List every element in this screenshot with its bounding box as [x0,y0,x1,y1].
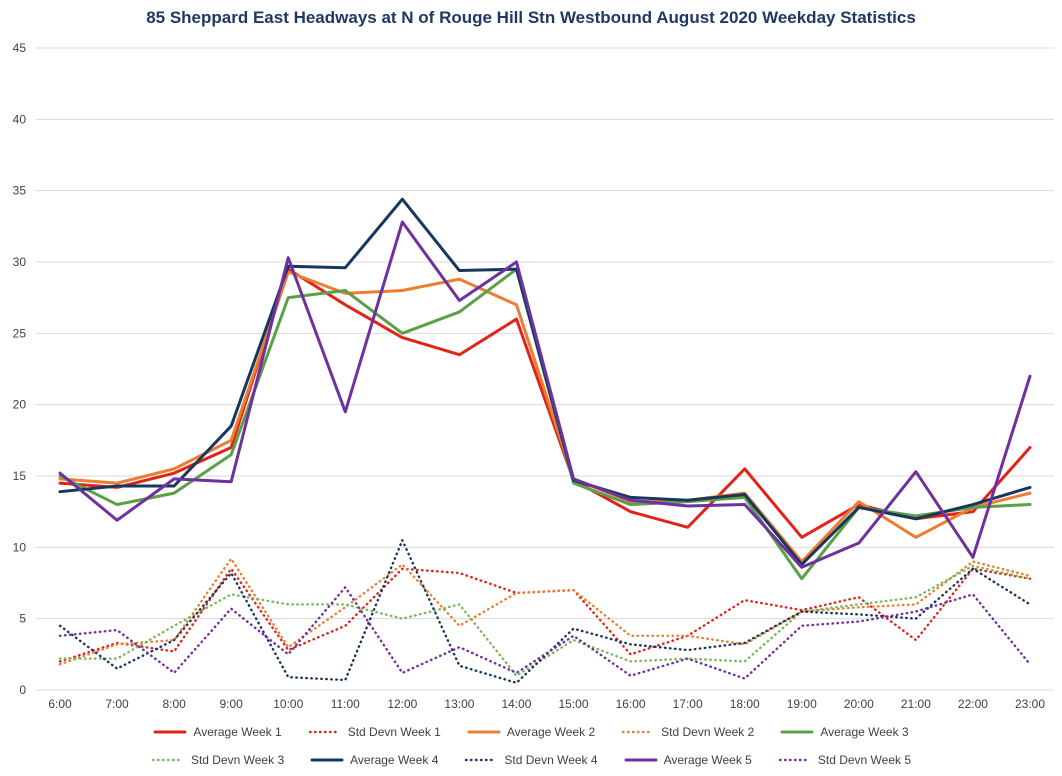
series-line-std-devn-week-4 [58,539,1032,685]
legend-label: Std Devn Week 2 [661,725,755,739]
legend-marker-icon [467,730,501,734]
x-axis-tick-label: 23:00 [1015,697,1045,711]
legend-item-average-week-1: Average Week 1 [153,725,282,739]
x-axis-tick-label: 16:00 [616,697,646,711]
y-axis-tick-label: 5 [19,612,26,626]
legend-marker-icon [153,730,187,734]
series-line-std-devn-week-1 [58,567,1032,663]
legend-item-average-week-2: Average Week 2 [467,725,595,739]
x-axis-tick-label: 9:00 [219,697,243,711]
series-line-std-devn-week-2 [58,557,1032,666]
series-line-average-week-2 [58,270,1032,564]
legend-marker-icon [780,730,814,734]
legend-label: Std Devn Week 4 [504,753,598,767]
legend-item-average-week-4: Average Week 4 [310,753,438,767]
y-axis-tick-label: 0 [19,683,26,697]
chart-title: 85 Sheppard East Headways at N of Rouge … [146,8,916,27]
x-axis-tick-label: 6:00 [48,697,72,711]
legend-item-std-devn-week-1: Std Devn Week 1 [308,725,441,739]
y-axis-tick-label: 20 [13,398,27,412]
y-axis-tick-label: 35 [13,184,27,198]
legend-label: Average Week 3 [820,725,909,739]
legend-marker-icon [621,730,655,734]
x-axis-tick-label: 11:00 [331,697,360,711]
x-axis-tick-label: 12:00 [387,697,417,711]
legend-marker-icon [310,758,344,762]
legend-marker-icon [465,758,498,762]
y-axis-tick-label: 25 [13,326,27,340]
x-axis-tick-label: 21:00 [901,697,931,711]
x-axis-tick-label: 8:00 [162,697,186,711]
x-axis-tick-label: 22:00 [958,697,988,711]
series-line-std-devn-week-5 [58,586,1032,680]
x-axis-tick-label: 13:00 [444,697,474,711]
legend-item-average-week-3: Average Week 3 [780,725,909,739]
x-axis-tick-label: 18:00 [730,697,760,711]
legend-item-average-week-5: Average Week 5 [624,753,752,767]
legend-item-std-devn-week-2: Std Devn Week 2 [621,725,754,739]
legend-marker-icon [778,758,812,762]
line-chart-plot-area: 0 5 10 15 20 25 30 35 40 45 6:00 7:00 8:00 9:00 10:00 1… [13,41,1054,711]
y-axis-tick-label: 15 [13,469,27,483]
legend-marker-icon [151,758,185,762]
x-axis-tick-label: 19:00 [787,697,817,711]
y-axis-tick-label: 40 [13,112,27,126]
x-axis-tick-label: 14:00 [501,697,531,711]
series-line-std-devn-week-3 [58,564,1032,677]
legend-marker-icon [624,758,658,762]
series-line-average-week-5 [58,220,1032,569]
y-axis-tick-label: 45 [13,41,27,55]
y-axis-tick-label: 30 [13,255,27,269]
legend-item-std-devn-week-4: Std Devn Week 4 [464,753,598,767]
legend-label: Std Devn Week 5 [817,753,912,767]
legend-marker-icon [308,730,341,734]
legend-item-std-devn-week-5: Std Devn Week 5 [778,753,911,767]
legend-label: Average Week 5 [663,753,752,767]
x-axis-tick-label: 15:00 [559,697,589,711]
x-axis-tick-label: 7:00 [105,697,129,711]
legend-label: Average Week 1 [193,725,282,739]
legend-item-std-devn-week-3: Std Devn Week 3 [151,753,284,767]
x-axis-tick-label: 20:00 [844,697,874,711]
series-line-average-week-3 [58,267,1032,581]
legend-row: Average Week 1 Std Devn Week 1 Average Wee… [153,720,909,744]
legend-label: Average Week 2 [506,725,596,739]
legend-label: Std Devn Week 1 [347,725,441,739]
legend-label: Std Devn Week 3 [190,753,285,767]
series-line-average-week-1 [58,267,1032,539]
y-axis-tick-label: 10 [13,540,27,554]
x-axis-tick-label: 17:00 [673,697,703,711]
chart-legend: Average Week 1 Std Devn Week 1 Average Wee… [0,720,1062,772]
x-axis-tick-label: 10:00 [273,697,303,711]
legend-row: Std Devn Week 3 Average Week 4 Std Devn We… [151,748,911,772]
legend-label: Average Week 4 [350,753,439,767]
